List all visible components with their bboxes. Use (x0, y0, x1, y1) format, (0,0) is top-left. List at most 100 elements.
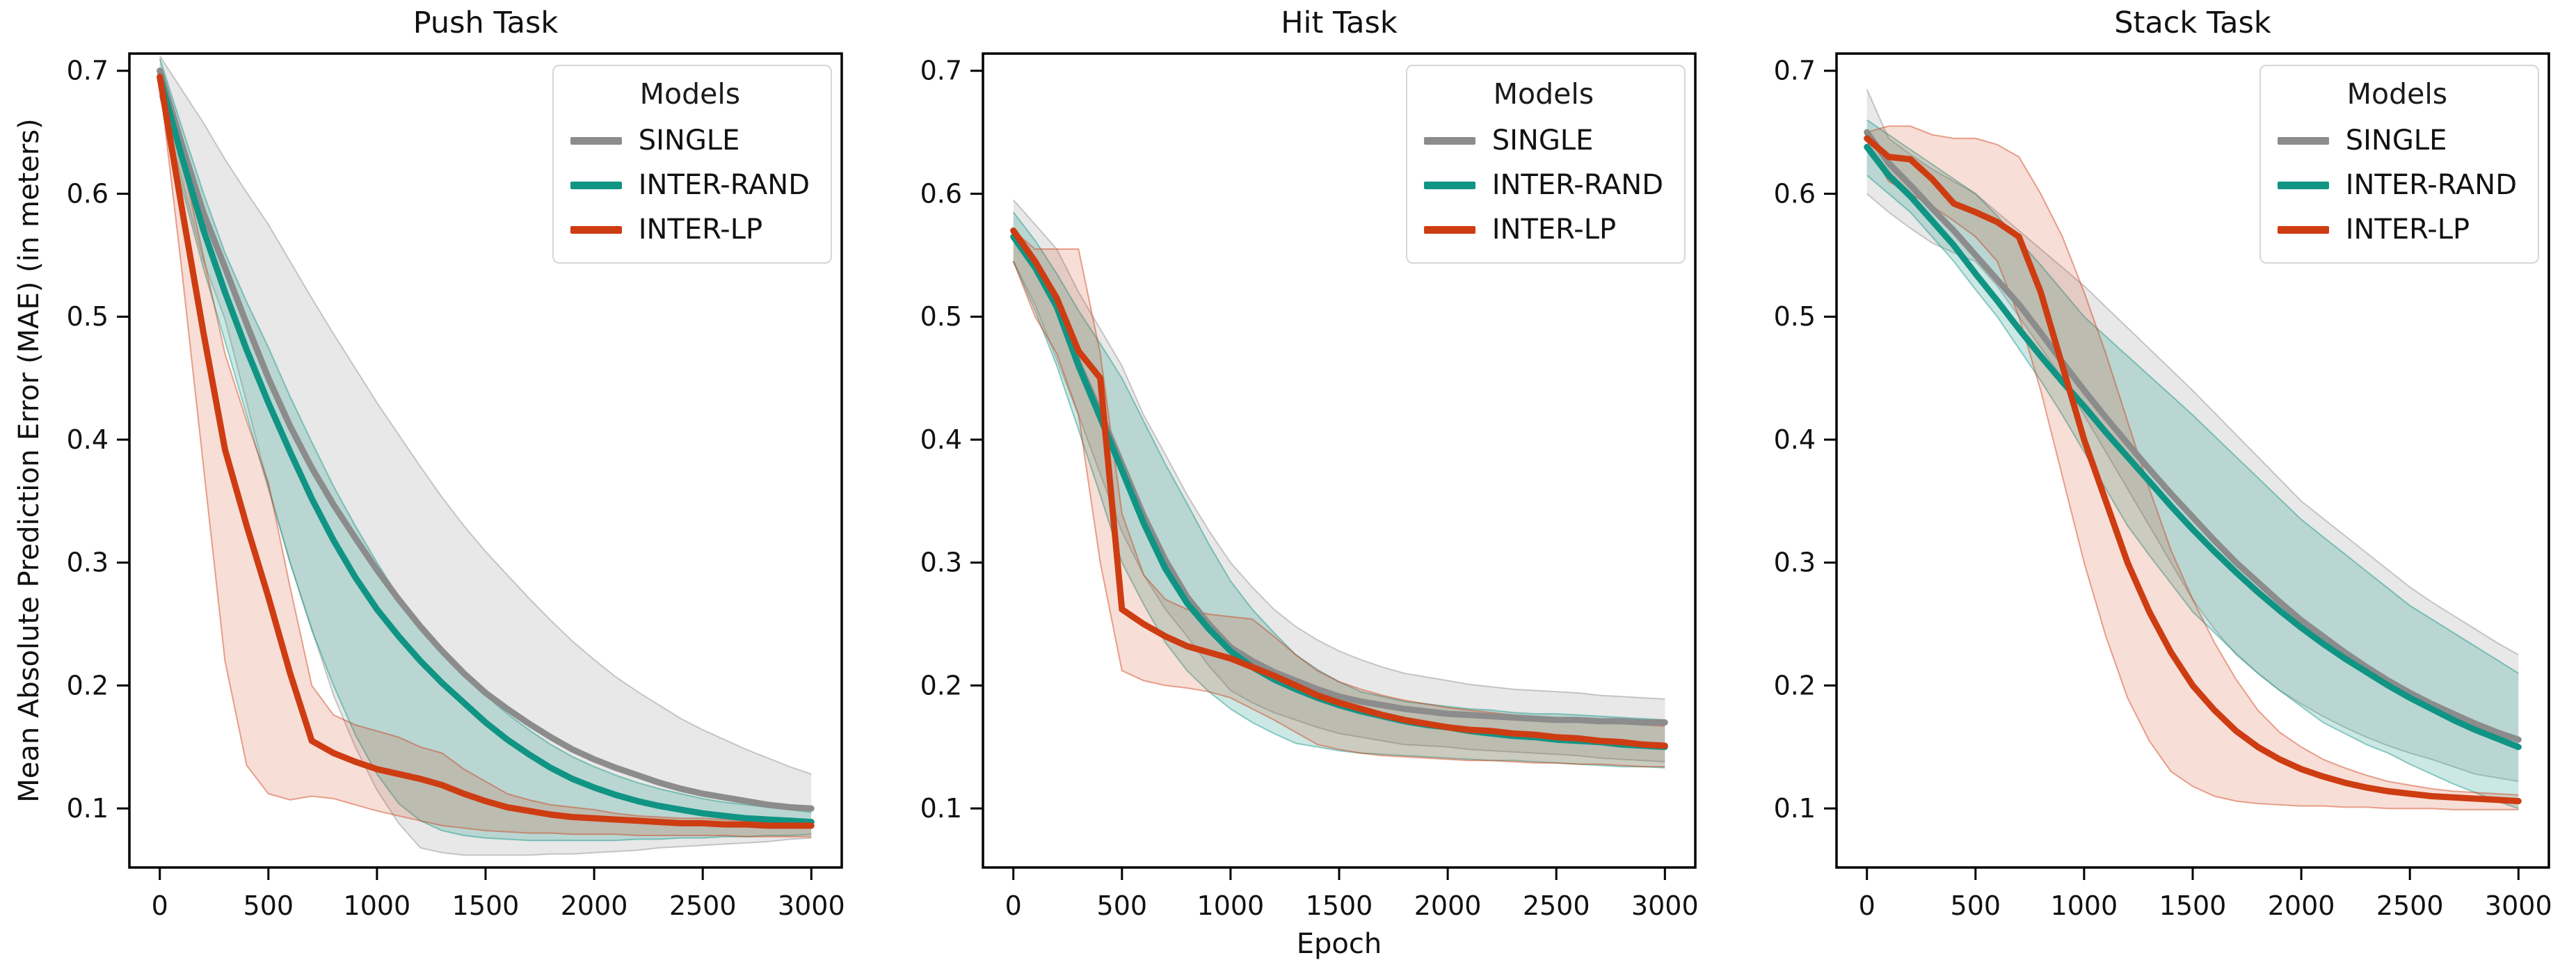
band-single (159, 56, 812, 856)
y-tick-label: 0.5 (920, 301, 962, 332)
x-tick-label: 500 (243, 890, 294, 921)
y-tick-label: 0.2 (1774, 670, 1816, 701)
series-line-inter-lp (1010, 227, 1668, 749)
inter-lp-line-swatch (570, 225, 622, 234)
y-tick-label: 0.3 (1774, 547, 1816, 578)
band-lower-edge-single (1866, 193, 2519, 783)
legend-label: SINGLE (638, 125, 740, 157)
band-lower-edge-single (159, 95, 812, 856)
y-axis-label: Mean Absolute Prediction Error (MAE) (in… (13, 118, 45, 803)
inter-rand-line-swatch (570, 181, 622, 189)
x-tick-label: 0 (1859, 890, 1875, 921)
legend-item-inter-rand: INTER-RAND (570, 169, 810, 201)
y-tick-label: 0.1 (67, 793, 109, 824)
chart-title-push: Push Task (413, 6, 559, 40)
y-tick-label: 0.4 (1774, 424, 1816, 455)
single-line-swatch (570, 136, 622, 145)
x-tick-label: 2000 (2268, 890, 2335, 921)
band-lower-edge-inter-lp (1012, 261, 1665, 768)
band-lower-edge-inter-rand (1866, 175, 2519, 810)
legend-title: Models (2346, 77, 2448, 111)
legend-item-inter-lp: INTER-LP (2277, 214, 2517, 246)
legend-item-single: SINGLE (570, 125, 810, 157)
inter-lp-line-swatch (2277, 225, 2329, 234)
band-lower-edge-inter-lp (1866, 144, 2519, 810)
inter-rand-line-swatch (2277, 181, 2329, 189)
x-tick-label: 1000 (344, 890, 411, 921)
x-tick-label: 2500 (669, 890, 737, 921)
series-line-inter-lp (157, 74, 815, 829)
legend: Models SINGLE INTER-RAND INTER-LP (2259, 65, 2539, 264)
x-tick-label: 1000 (1197, 890, 1265, 921)
y-tick-label: 0.1 (920, 793, 962, 824)
legend-title: Models (1493, 77, 1594, 111)
axes-spines (1835, 52, 2550, 869)
legend-label: INTER-RAND (1491, 169, 1663, 201)
legend-item-single: SINGLE (2277, 125, 2517, 157)
legend-item-inter-rand: INTER-RAND (2277, 169, 2517, 201)
panel-hit: Models SINGLE INTER-RAND INTER-LP (983, 54, 1695, 867)
axes-spines (128, 52, 843, 869)
y-tick-label: 0.4 (920, 424, 962, 455)
legend-item-inter-lp: INTER-LP (570, 214, 810, 246)
band-inter-lp (1866, 126, 2519, 810)
axes-push-task: 0 500 1000 1500 2000 2500 3000 0.1 0.2 0.3 0.4 0.5 0… (67, 52, 845, 921)
band-single (1013, 200, 1665, 762)
y-tick-label: 0.3 (920, 547, 962, 578)
chart-title-stack: Stack Task (2114, 6, 2271, 40)
single-line-swatch (2277, 136, 2329, 145)
y-tick-label: 0.6 (1774, 178, 1816, 209)
y-tick-label: 0.7 (67, 56, 109, 86)
legend-label: SINGLE (1491, 125, 1594, 157)
series-line-inter-rand (1864, 143, 2522, 751)
band-inter-lp (1013, 230, 1665, 767)
y-tick-label: 0.6 (67, 178, 109, 209)
x-tick-label: 1500 (1306, 890, 1373, 921)
band-inter-rand (159, 58, 812, 841)
inter-rand-line-swatch (1423, 181, 1475, 189)
y-tick-label: 0.1 (1774, 793, 1816, 824)
x-tick-label: 1500 (2159, 890, 2227, 921)
x-tick-label: 500 (1097, 890, 1148, 921)
x-tick-label: 3000 (1631, 890, 1699, 921)
panel-stack: Models SINGLE INTER-RAND INTER-LP (1837, 54, 2549, 867)
band-lower-edge-inter-lp (159, 83, 812, 838)
band-upper-edge-inter-rand (1866, 119, 2519, 674)
panel-push: Models SINGLE INTER-RAND INTER-LP (129, 54, 842, 867)
axes-spines (982, 52, 1697, 869)
legend-label: INTER-LP (638, 214, 763, 246)
x-tick-label: 2500 (1523, 890, 1590, 921)
x-tick-label: 0 (1005, 890, 1022, 921)
legend-item-inter-rand: INTER-RAND (1423, 169, 1663, 201)
band-inter-rand (1866, 120, 2519, 809)
x-tick-label: 1500 (452, 890, 520, 921)
y-tick-label: 0.5 (1774, 301, 1816, 332)
legend: Models SINGLE INTER-RAND INTER-LP (1405, 65, 1686, 264)
legend-item-inter-lp: INTER-LP (1423, 214, 1663, 246)
axes-hit-task: 0 500 1000 1500 2000 2500 3000 0.1 0.2 0.3 0.4 0.5 0… (920, 52, 1699, 921)
x-tick-label: 0 (152, 890, 168, 921)
y-tick-label: 0.2 (920, 670, 962, 701)
legend-label: INTER-LP (2345, 214, 2470, 246)
x-tick-label: 3000 (778, 890, 845, 921)
band-inter-rand (1013, 212, 1665, 768)
series-line-single (1864, 129, 2522, 743)
single-line-swatch (1423, 136, 1475, 145)
band-upper-edge-single (1012, 199, 1665, 700)
band-upper-edge-inter-lp (159, 70, 812, 823)
y-tick-label: 0.7 (1774, 56, 1816, 86)
band-lower-edge-inter-rand (159, 95, 812, 842)
legend: Models SINGLE INTER-RAND INTER-LP (552, 65, 832, 264)
x-tick-label: 2000 (1414, 890, 1482, 921)
y-tick-label: 0.5 (67, 301, 109, 332)
legend-title: Models (639, 77, 741, 111)
chart-title-hit: Hit Task (1281, 6, 1398, 40)
x-tick-label: 2000 (561, 890, 628, 921)
y-tick-label: 0.4 (67, 424, 109, 455)
y-tick-label: 0.7 (920, 56, 962, 86)
legend-label: INTER-LP (1491, 214, 1617, 246)
band-upper-edge-inter-rand (1012, 211, 1665, 721)
x-tick-label: 1000 (2051, 890, 2118, 921)
legend-label: INTER-RAND (638, 169, 810, 201)
series-line-inter-lp (1864, 135, 2522, 805)
